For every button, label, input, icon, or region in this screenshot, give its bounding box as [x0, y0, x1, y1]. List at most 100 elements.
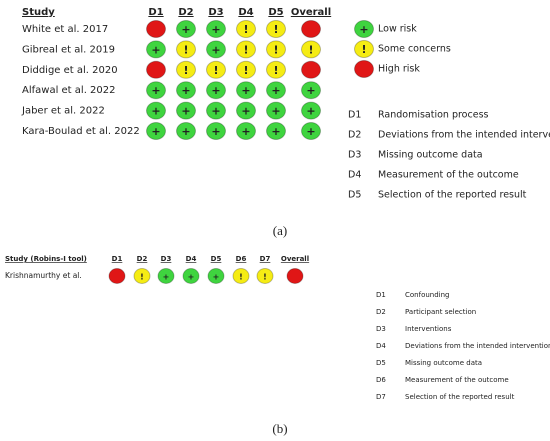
judgment-circle — [206, 20, 226, 38]
definition-code: D3 — [376, 325, 386, 333]
judgment-symbol: ! — [361, 43, 366, 56]
definition-code: D6 — [376, 376, 386, 384]
judgment-symbol: + — [241, 125, 250, 138]
judgment-symbol: ! — [243, 43, 248, 56]
judgment-circle — [206, 40, 226, 59]
column-header: D7 — [260, 255, 271, 263]
judgment-circle — [301, 122, 321, 140]
judgment-symbol: + — [211, 23, 220, 36]
legend-label: Some concerns — [378, 44, 451, 55]
judgment-circle — [176, 101, 196, 120]
judgment-circle — [176, 122, 196, 140]
judgment-circle — [157, 268, 175, 284]
judgment-circle — [146, 20, 166, 38]
judgment-circle — [176, 40, 196, 59]
judgment-symbol: ! — [140, 273, 144, 282]
definition-text: Deviations from the intended interventio… — [378, 130, 550, 141]
column-header: D4 — [186, 255, 197, 263]
judgment-symbol: + — [151, 125, 160, 138]
judgment-symbol: + — [359, 23, 368, 36]
judgment-symbol: ! — [273, 43, 278, 56]
judgment-symbol: + — [151, 43, 160, 56]
judgment-symbol: + — [213, 273, 220, 282]
judgment-circle — [236, 81, 256, 100]
definition-code: D2 — [348, 130, 361, 141]
judgment-circle — [108, 268, 126, 284]
judgment-symbol: ! — [273, 64, 278, 77]
column-header: D5 — [211, 255, 222, 263]
column-header: D3 — [161, 255, 172, 263]
judgment-circle — [232, 268, 250, 284]
definition-code: D4 — [348, 170, 361, 181]
definition-code: D3 — [348, 150, 361, 161]
definition-text: Confounding — [405, 291, 450, 299]
column-header: D3 — [208, 7, 223, 18]
judgment-symbol: ! — [213, 64, 218, 77]
judgment-circle — [146, 101, 166, 120]
judgment-circle — [176, 81, 196, 100]
judgment-circle — [256, 268, 274, 284]
judgment-symbol: + — [211, 125, 220, 138]
definition-text: Measurement of the outcome — [378, 170, 519, 181]
judgment-symbol: + — [151, 84, 160, 97]
judgment-symbol: + — [271, 105, 280, 118]
judgment-circle — [354, 40, 374, 58]
definition-text: Measurement of the outcome — [405, 376, 509, 384]
judgment-circle — [236, 101, 256, 120]
column-header: Overall — [281, 255, 309, 263]
judgment-circle — [146, 81, 166, 100]
judgment-circle — [354, 20, 374, 38]
judgment-circle — [206, 60, 226, 79]
judgment-symbol: + — [188, 273, 195, 282]
definition-text: Selection of the reported result — [378, 190, 527, 201]
caption: (b) — [272, 421, 287, 436]
column-header: D1 — [148, 7, 163, 18]
column-header: D5 — [268, 7, 283, 18]
judgment-symbol: + — [211, 43, 220, 56]
judgment-symbol: ! — [243, 23, 248, 36]
judgment-circle — [236, 122, 256, 140]
judgment-circle — [207, 268, 225, 284]
judgment-symbol: ! — [243, 64, 248, 77]
definition-text: Participant selection — [405, 308, 476, 316]
legend-label: High risk — [378, 64, 420, 75]
column-header: D2 — [137, 255, 148, 263]
definition-code: D1 — [348, 110, 361, 121]
definition-code: D5 — [348, 190, 361, 201]
judgment-circle — [206, 81, 226, 100]
judgment-circle — [266, 122, 286, 140]
definition-code: D1 — [376, 291, 386, 299]
judgment-symbol: + — [271, 125, 280, 138]
study-header: Study — [22, 7, 55, 18]
judgment-circle — [176, 20, 196, 38]
definition-text: Missing outcome data — [378, 150, 483, 161]
judgment-circle — [301, 20, 321, 38]
judgment-symbol: + — [271, 84, 280, 97]
judgment-circle — [301, 101, 321, 120]
judgment-circle — [266, 81, 286, 100]
study-name: White et al. 2017 — [22, 24, 108, 35]
judgment-symbol: + — [241, 84, 250, 97]
study-name: Alfawal et al. 2022 — [22, 85, 116, 96]
judgment-symbol: + — [163, 273, 170, 282]
definition-text: Selection of the reported result — [405, 393, 515, 401]
judgment-circle — [206, 122, 226, 140]
judgment-symbol: + — [241, 105, 250, 118]
study-name: Krishnamurthy et al. — [5, 271, 82, 280]
definition-text: Randomisation process — [378, 110, 489, 121]
judgment-circle — [236, 60, 256, 79]
judgment-circle — [301, 81, 321, 100]
judgment-circle — [182, 268, 200, 284]
definition-code: D2 — [376, 308, 386, 316]
judgment-circle — [266, 101, 286, 120]
judgment-symbol: ! — [263, 273, 267, 282]
judgment-symbol: + — [306, 105, 315, 118]
judgment-circle — [266, 60, 286, 79]
judgment-circle — [146, 122, 166, 140]
judgment-symbol: + — [151, 105, 160, 118]
judgment-circle — [176, 60, 196, 79]
judgment-symbol: + — [181, 84, 190, 97]
judgment-symbol: + — [181, 105, 190, 118]
column-header: Overall — [291, 7, 331, 18]
